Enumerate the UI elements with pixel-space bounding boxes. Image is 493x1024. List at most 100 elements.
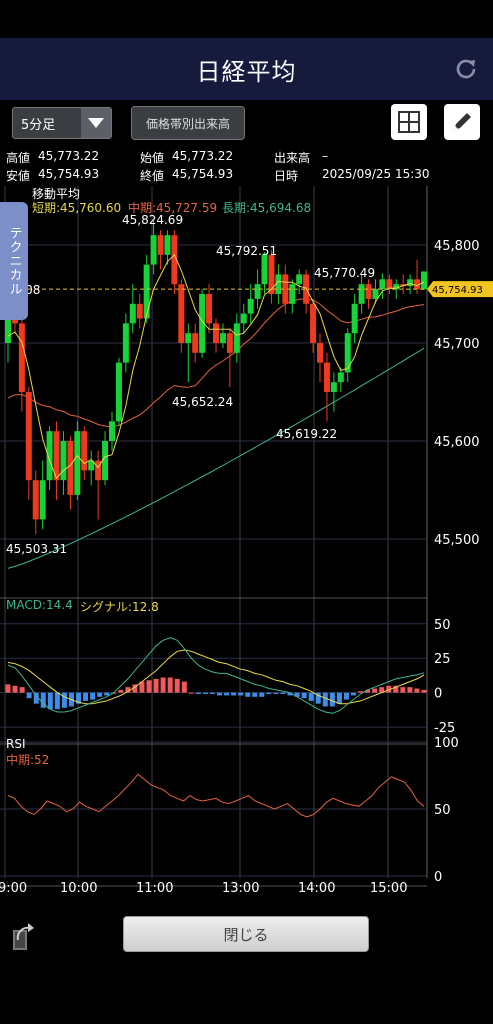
candle (317, 343, 323, 363)
quote-info: 高値 45,773.22 始値 45,773.22 出来高 – 安値 45,75… (0, 146, 493, 186)
macd-histogram-bar (167, 677, 173, 693)
chevron-down-icon (81, 108, 111, 138)
page-title: 日経平均 (196, 57, 297, 86)
macd-histogram-bar (407, 687, 413, 693)
time-tick-label: 9:00 (0, 881, 27, 896)
candle (414, 279, 421, 290)
macd-histogram-bar (217, 692, 223, 696)
candle (74, 431, 81, 495)
candle (199, 294, 206, 353)
candle (372, 289, 379, 299)
macd-histogram-bar (125, 687, 131, 693)
macd-histogram-bar (350, 692, 356, 696)
macd-histogram-bar (90, 692, 96, 700)
macd-histogram-bar (83, 692, 89, 701)
macd-line (7, 637, 425, 714)
macd-legend: MACD:14.4 (6, 598, 73, 612)
close-value: 45,754.93 (172, 167, 234, 181)
macd-histogram-bar (146, 680, 152, 693)
candle (337, 372, 344, 383)
macd-histogram-bar (336, 692, 342, 704)
macd-histogram-bar (188, 692, 194, 694)
candle (178, 284, 185, 343)
candle (109, 421, 115, 441)
candle (46, 431, 53, 481)
price-annotation: 45,503.31 (6, 542, 67, 556)
candle (254, 284, 261, 299)
price-volume-button[interactable]: 価格帯別出来高 (131, 106, 245, 140)
macd-histogram-bar (181, 681, 187, 693)
macd-histogram-bar (322, 692, 328, 707)
status-bar (0, 0, 493, 38)
candle (18, 323, 25, 392)
macd-histogram-bar (47, 692, 53, 710)
macd-histogram-bar (104, 692, 110, 696)
candle (233, 323, 240, 353)
price-annotation: 45,619.22 (276, 427, 337, 441)
candlestick-chart[interactable]: 45,80045,70045,60045,50045,754.9346.0845… (0, 186, 493, 900)
candle (226, 333, 233, 353)
candle (323, 362, 330, 392)
rsi-tick-label: 100 (434, 736, 459, 751)
low-label: 安値 (6, 169, 31, 183)
price-tick-label: 45,700 (434, 337, 480, 352)
candle (358, 284, 365, 304)
candle (219, 333, 226, 343)
close-label: 終値 (140, 169, 165, 183)
rotate-icon[interactable] (10, 918, 46, 954)
close-button[interactable]: 閉じる (123, 916, 369, 952)
macd-histogram-bar (40, 692, 46, 708)
low-value: 45,754.93 (38, 167, 100, 181)
candle (365, 284, 372, 299)
candle (296, 274, 303, 285)
candle (171, 235, 178, 285)
macd-histogram-bar (414, 688, 420, 693)
macd-histogram-bar (139, 681, 145, 693)
technical-tab-label: テクニカル (6, 226, 22, 296)
macd-histogram-bar (202, 692, 208, 695)
time-tick-label: 15:00 (370, 881, 407, 896)
candle (53, 431, 60, 481)
macd-histogram-bar (26, 692, 32, 699)
interval-select-value: 5分足 (21, 117, 56, 133)
macd-histogram-bar (238, 692, 244, 696)
price-annotation: 45,652.24 (172, 395, 233, 409)
candle (185, 333, 192, 343)
macd-histogram-bar (160, 677, 166, 693)
last-price-tag (427, 281, 493, 298)
technical-tab[interactable]: テクニカル (0, 202, 28, 320)
macd-histogram-bar (266, 692, 272, 695)
chart-area[interactable]: 45,80045,70045,60045,50045,754.9346.0845… (0, 186, 493, 900)
macd-histogram-bar (209, 692, 215, 695)
macd-histogram-bar (76, 692, 82, 704)
macd-histogram-bar (174, 678, 180, 693)
high-value: 45,773.22 (38, 149, 100, 163)
candle (289, 284, 296, 304)
candle (102, 441, 109, 481)
interval-select[interactable]: 5分足 (12, 107, 112, 139)
macd-histogram-bar (273, 692, 279, 695)
macd-histogram-bar (400, 687, 406, 693)
macd-histogram-bar (153, 678, 159, 693)
candle (213, 323, 219, 343)
time-tick-label: 14:00 (298, 881, 335, 896)
ma-title: 移動平均 (32, 187, 81, 201)
time-value: 2025/09/25 15:30 (322, 167, 430, 181)
draw-button[interactable] (444, 104, 480, 140)
candle (5, 308, 11, 343)
candle (351, 303, 358, 334)
candle (143, 264, 150, 319)
refresh-icon[interactable] (453, 56, 479, 82)
ma-long-legend: 長期:45,694.68 (222, 201, 312, 215)
layout-button[interactable] (391, 104, 427, 140)
candle (261, 254, 268, 285)
time-tick-label: 13:00 (222, 881, 259, 896)
rsi-title: RSI (6, 737, 26, 751)
candle (164, 235, 171, 255)
signal-line (7, 649, 425, 705)
rsi-mid-legend: 中期:52 (6, 753, 50, 767)
candle (81, 431, 88, 471)
signal-legend: シグナル:12.8 (80, 600, 159, 614)
price-annotation: 45,792.51 (216, 244, 277, 258)
time-tick-label: 10:00 (60, 881, 97, 896)
